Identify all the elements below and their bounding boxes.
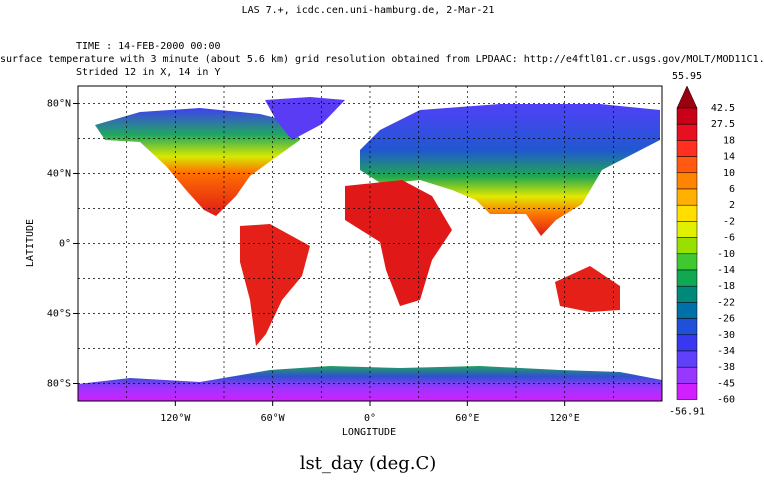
x-tick-label: 120°W [160,413,191,424]
x-tick-label: 120°E [550,413,580,424]
colorbar-box [676,285,698,303]
colorbar-label: -26 [717,314,735,325]
colorbar-box [676,350,698,368]
colorbar-label: -45 [717,378,735,389]
title: surface temperature with 3 minute (about… [0,54,764,65]
header: LAS 7.+, icdc.cen.uni-hamburg.de, 2-Mar-… [242,5,495,16]
x-tick-label: 60°E [455,413,479,424]
colorbar-label: 18 [723,135,735,146]
colorbar-label: -30 [717,330,735,341]
colorbar-label: -34 [717,346,735,357]
colorbar-box [676,221,698,238]
africa [345,180,452,306]
north-america [95,108,300,216]
colorbar-box [676,269,698,287]
x-tick-label: 0° [364,413,376,424]
colorbar-box [676,107,698,125]
colorbar-label: 27.5 [711,119,735,130]
colorbar-label: -60 [717,395,735,406]
x-axis-label: LONGITUDE [342,427,396,438]
colorbar-box [676,366,698,384]
colorbar-box [676,237,698,255]
y-tick-label: 0° [59,239,71,250]
colorbar-box [676,334,698,352]
colorbar-label: -18 [717,281,735,292]
colorbar-box [676,302,698,319]
south-america [240,224,310,346]
colorbar-label: 14 [723,152,735,163]
eurasia [360,104,660,236]
colorbar-box [676,318,698,336]
y-axis-label: LATITUDE [25,219,36,267]
colorbar-box [676,140,698,157]
colorbar-max: 55.95 [672,71,702,82]
variable-label: lst_day (deg.C) [300,453,437,474]
australia [555,266,620,312]
colorbar-box [676,204,698,222]
colorbar-label: -14 [717,265,735,276]
subtitle: Strided 12 in X, 14 in Y [76,67,221,78]
greenland [265,97,345,140]
y-tick-label: 40°N [47,169,71,180]
y-tick-label: 80°S [47,379,71,390]
colorbar-label: 10 [723,168,735,179]
colorbar-box [676,172,698,190]
colorbar-min: -56.91 [669,407,705,418]
colorbar-box [676,188,698,206]
colorbar-label: -6 [723,233,735,244]
time-label: TIME : 14-FEB-2000 00:00 [76,41,221,52]
colorbar-label: -10 [717,249,735,260]
colorbar-label: -38 [717,362,735,373]
y-tick-label: 40°S [47,309,71,320]
x-tick-label: 60°W [261,413,286,424]
colorbar-box [676,123,698,141]
colorbar-triangle [676,85,698,109]
colorbar-box [676,253,698,271]
colorbar-label: -22 [717,297,735,308]
colorbar-label: -2 [723,216,735,227]
y-tick-label: 80°N [47,99,71,110]
colorbar-label: 2 [729,200,735,211]
colorbar-label: 6 [729,184,735,195]
colorbar-box [676,156,698,174]
colorbar-label: 42.5 [711,103,735,114]
colorbar-box [676,383,698,400]
